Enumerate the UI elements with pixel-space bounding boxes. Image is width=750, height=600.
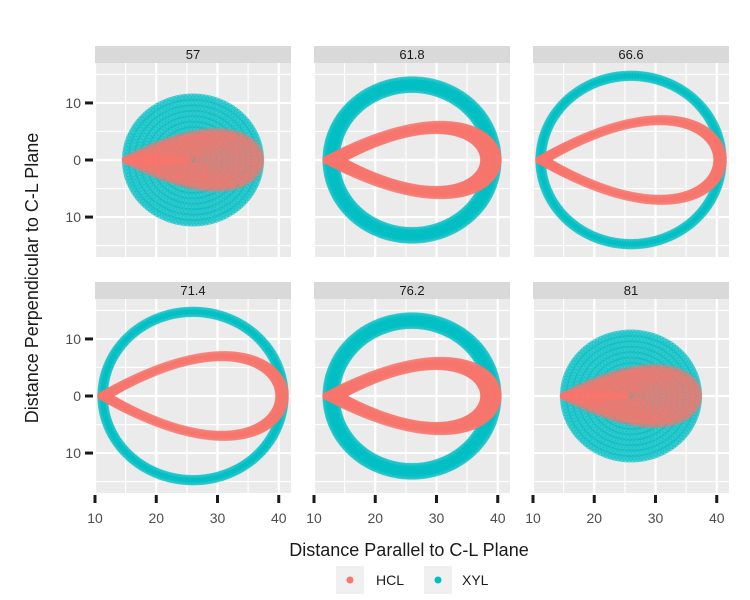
panel-points — [535, 70, 727, 250]
facet-panel-71-4: 71.4 — [95, 282, 291, 493]
facet-panel-57: 57 — [95, 46, 291, 257]
facet-strip-label: 71.4 — [180, 283, 205, 298]
facet-panel-66-6: 66.6 — [533, 46, 729, 257]
panel-points — [121, 93, 265, 227]
facet-strip — [95, 282, 291, 299]
panels-layer: 57 61.8 66.671.4 76.2 81 — [95, 46, 729, 493]
series-hcl — [535, 114, 727, 206]
data-point-hcl — [183, 156, 191, 165]
panel-points — [97, 306, 289, 486]
facet-strip — [533, 46, 729, 63]
facet-strip-label: 61.8 — [399, 47, 424, 62]
data-point-hcl — [336, 156, 344, 164]
data-point-hcl — [102, 392, 111, 400]
panel-points — [322, 76, 502, 244]
data-point-hcl — [540, 156, 549, 164]
series-hcl — [121, 127, 265, 193]
facet-panel-76-2: 76.2 — [314, 282, 510, 493]
facet-strip — [314, 282, 510, 299]
facet-panel-61-8: 61.8 — [314, 46, 510, 257]
facet-strip-label: 76.2 — [399, 283, 424, 298]
facet-strip — [314, 46, 510, 63]
facet-strip-label: 57 — [186, 47, 200, 62]
series-hcl — [322, 120, 502, 200]
facet-strip-label: 66.6 — [618, 47, 643, 62]
data-point-hcl — [322, 156, 331, 164]
series-hcl — [97, 350, 289, 442]
facet-strip — [95, 46, 291, 63]
data-point-hcl — [329, 156, 337, 164]
panel-points — [322, 312, 502, 480]
